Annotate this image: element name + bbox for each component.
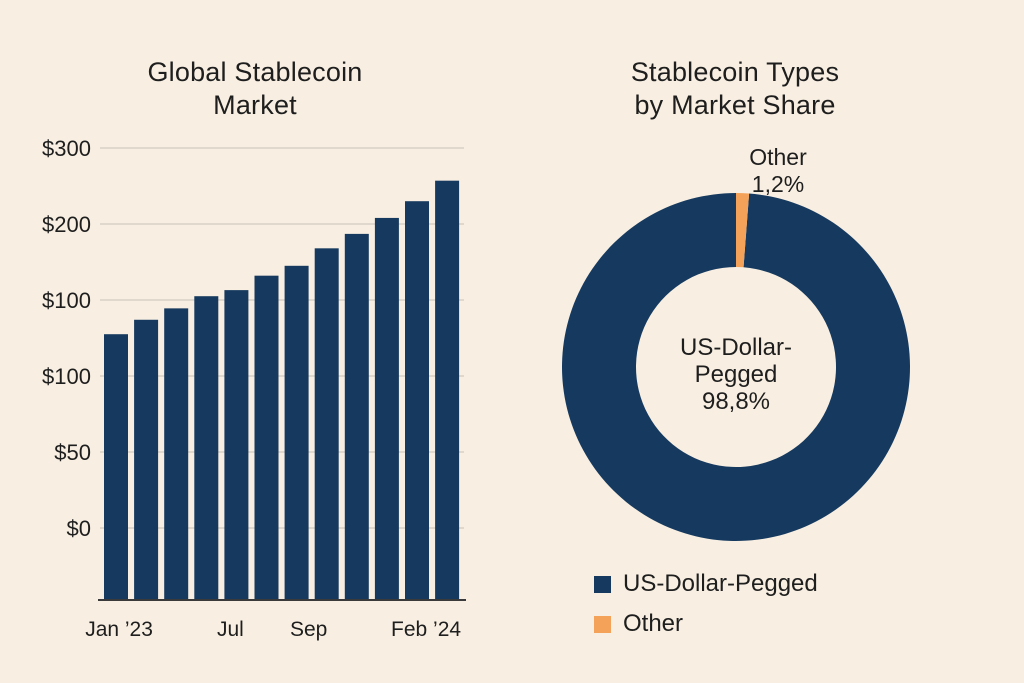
bar: [134, 319, 159, 600]
legend-item-usd-pegged: US-Dollar-Pegged: [594, 564, 818, 604]
x-tick-label: Jul: [217, 618, 244, 641]
legend-item-other: Other: [594, 604, 818, 644]
y-tick-label: $300: [42, 136, 91, 161]
x-tick-label: Sep: [290, 618, 327, 641]
bar-chart: $300 $200 $100 $100 $50 $0 Jan ’23 Jul Sep Feb ’2…: [42, 136, 466, 641]
y-tick-label: $0: [67, 516, 91, 541]
donut-chart-title-line: by Market Share: [634, 90, 836, 120]
bar: [435, 180, 460, 600]
x-tick-label: Jan ’23: [85, 618, 153, 641]
bar: [405, 201, 429, 600]
y-tick-label: $100: [42, 364, 91, 389]
y-tick-label: $200: [42, 212, 91, 237]
bar: [284, 265, 309, 600]
donut-legend: US-Dollar-Pegged Other: [594, 564, 818, 644]
donut-center-label: Pegged: [695, 361, 778, 388]
legend-label: US-Dollar-Pegged: [623, 570, 818, 597]
legend-swatch-other: [594, 615, 611, 633]
bar-chart-title-line: Market: [213, 90, 297, 120]
y-tick-label: $50: [54, 440, 91, 465]
donut-slice-us-dollar-pegged: [562, 193, 910, 541]
bar: [314, 248, 339, 600]
bar: [254, 275, 279, 600]
legend-label: Other: [623, 610, 684, 637]
donut-chart-title: Stablecoin Types by Market Share: [570, 56, 900, 122]
y-tick-label: $100: [42, 288, 91, 313]
bar: [374, 217, 399, 601]
donut-center-label: 98,8%: [702, 388, 770, 415]
donut-center-label: US-Dollar-: [680, 334, 792, 361]
bar: [104, 334, 128, 600]
legend-swatch-usd-pegged: [594, 575, 611, 593]
bar-chart-title-line: Global Stablecoin: [147, 57, 363, 87]
bar: [344, 233, 369, 600]
bar: [164, 308, 189, 600]
bar: [194, 296, 219, 600]
donut-chart-title-line: Stablecoin Types: [630, 57, 840, 87]
bar-chart-title: Global Stablecoin Market: [80, 56, 430, 122]
donut-outer-label: Other: [749, 144, 807, 170]
x-tick-label: Feb ’24: [391, 618, 461, 641]
donut-slice-other: [736, 193, 750, 268]
bar: [224, 290, 249, 600]
donut-outer-label: 1,2%: [752, 171, 804, 197]
